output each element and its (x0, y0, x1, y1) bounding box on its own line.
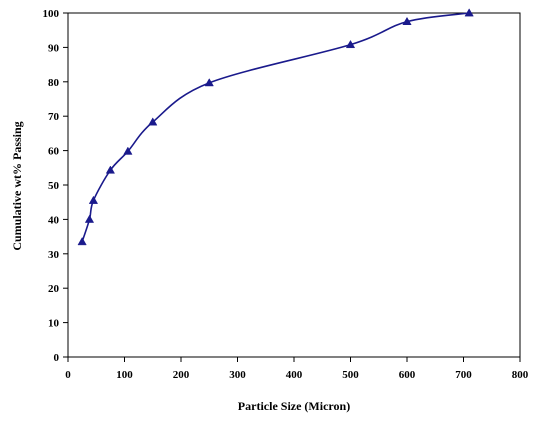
data-point-marker (148, 117, 158, 126)
y-tick-label: 50 (48, 180, 60, 192)
x-tick-label: 800 (512, 369, 529, 381)
x-tick-label: 600 (399, 369, 416, 381)
y-tick-label: 100 (43, 8, 60, 20)
data-point-marker (84, 214, 95, 223)
data-point-marker (105, 165, 116, 174)
y-tick-label: 70 (48, 111, 60, 123)
x-tick-label: 400 (286, 369, 303, 381)
y-tick-label: 30 (48, 249, 60, 261)
data-point-marker (345, 39, 356, 49)
data-point-marker (123, 146, 133, 155)
x-tick-label: 200 (173, 369, 190, 381)
y-tick-label: 20 (48, 283, 60, 295)
y-tick-label: 90 (48, 42, 60, 54)
markers (77, 8, 474, 246)
data-point-marker (88, 195, 99, 204)
series-line (81, 12, 470, 243)
data-point-marker (402, 16, 412, 25)
y-tick-label: 10 (48, 318, 60, 330)
x-tick-label: 300 (229, 369, 246, 381)
x-tick-label: 0 (65, 369, 71, 381)
y-axis-title: Cumulative wt% Passing (10, 121, 24, 250)
data-point-marker (77, 237, 87, 246)
data-point-marker (204, 78, 214, 87)
series (81, 12, 470, 243)
y-tick-label: 40 (48, 214, 60, 226)
x-tick-label: 700 (455, 369, 472, 381)
axes (63, 12, 521, 362)
x-tick-label: 500 (342, 369, 359, 381)
y-tick-label: 0 (54, 352, 60, 364)
y-tick-label: 60 (48, 146, 60, 158)
tick-labels: 0 10 20 30 40 50 60 70 80 90 100 0 100 200 300 400 500 60… (43, 8, 529, 381)
plot-area-frame (67, 12, 521, 358)
y-tick-label: 80 (48, 77, 60, 89)
x-tick-label: 100 (116, 369, 133, 381)
x-axis-title: Particle Size (Micron) (238, 399, 350, 413)
data-point-marker (464, 8, 474, 17)
